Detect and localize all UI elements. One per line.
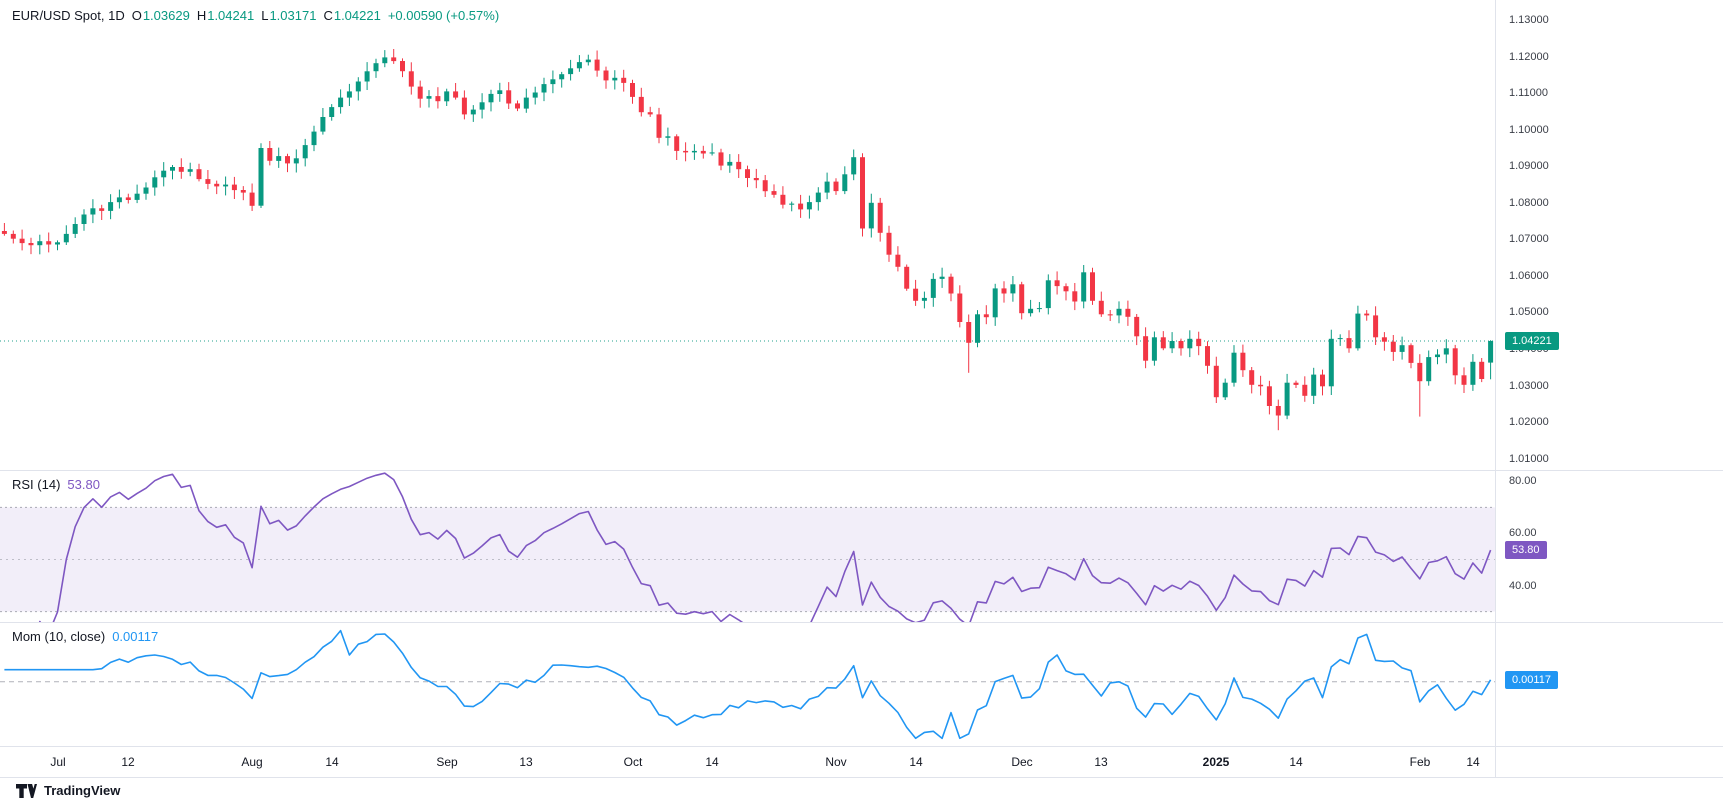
tradingview-logo-icon[interactable]: [16, 783, 37, 798]
time-axis-tick: Sep: [436, 755, 458, 769]
time-axis-tick: Nov: [825, 755, 847, 769]
time-axis-corner: [1495, 747, 1723, 777]
rsi-chart[interactable]: [0, 471, 1495, 622]
price-axis-label: 1.12000: [1509, 50, 1549, 63]
time-axis-tick: 2025: [1202, 755, 1230, 769]
change-value: +0.00590 (+0.57%): [387, 8, 500, 23]
last-price-badge: 1.04221: [1505, 331, 1559, 350]
price-axis-label: 1.13000: [1509, 14, 1549, 27]
candles: [1, 49, 1494, 431]
ohlc-open: O1.03629: [131, 8, 190, 23]
momentum-legend[interactable]: Mom (10, close) 0.00117: [12, 629, 158, 644]
time-axis-tick: 13: [519, 755, 533, 769]
price-axis-label: 1.09000: [1509, 160, 1549, 173]
time-axis-tick: 14: [1289, 755, 1303, 769]
price-axis-label: 1.08000: [1509, 196, 1549, 209]
momentum-chart[interactable]: [0, 623, 1495, 746]
rsi-value: 53.80: [67, 477, 100, 492]
symbol-title: EUR/USD Spot, 1D: [12, 8, 125, 23]
time-axis-tick: 14: [325, 755, 339, 769]
price-axis-label: 1.02000: [1509, 416, 1549, 429]
time-axis-tick: 14: [705, 755, 719, 769]
rsi-axis[interactable]: 53.80 80.00 60.00 40.00: [1495, 471, 1723, 622]
ohlc-low: L1.03171: [261, 8, 317, 23]
rsi-line: [38, 472, 1492, 622]
time-axis[interactable]: Jul 12 Aug 14 Sep 13 Oct 14 Nov 14 Dec 13 2025 14 Feb 1…: [0, 746, 1723, 777]
symbol-legend[interactable]: EUR/USD Spot, 1D O1.03629 H1.04241 L1.03…: [12, 8, 499, 23]
rsi-axis-label: 40.00: [1509, 579, 1537, 592]
rsi-legend[interactable]: RSI (14) 53.80: [12, 477, 100, 492]
rsi-axis-label: 80.00: [1509, 475, 1537, 488]
ohlc-high: H1.04241: [196, 8, 255, 23]
time-axis-tick: Feb: [1409, 755, 1431, 769]
momentum-value-badge: 0.00117: [1505, 670, 1558, 689]
price-axis-label: 1.06000: [1509, 269, 1549, 282]
momentum-label: Mom (10, close): [12, 629, 106, 644]
momentum-value: 0.00117: [112, 629, 159, 644]
time-axis-labels: Jul 12 Aug 14 Sep 13 Oct 14 Nov 14 Dec 13 2025 14 Feb 1…: [0, 747, 1495, 777]
price-axis-label: 1.05000: [1509, 306, 1549, 319]
rsi-label: RSI (14): [12, 477, 61, 492]
time-axis-tick: Oct: [623, 755, 643, 769]
momentum-line: [4, 629, 1492, 740]
price-axis-label: 1.01000: [1509, 452, 1549, 465]
price-axis-label: 1.11000: [1509, 87, 1548, 100]
time-axis-tick: 12: [121, 755, 135, 769]
time-axis-tick: 13: [1094, 755, 1108, 769]
time-axis-tick: Aug: [241, 755, 263, 769]
main-price-panel: EUR/USD Spot, 1D O1.03629 H1.04241 L1.03…: [0, 0, 1723, 470]
rsi-value-badge: 53.80: [1505, 540, 1547, 559]
time-axis-tick: 14: [909, 755, 923, 769]
brand-name[interactable]: TradingView: [44, 783, 121, 798]
time-axis-tick: Jul: [50, 755, 66, 769]
price-axis-label: 1.07000: [1509, 233, 1549, 246]
momentum-panel: Mom (10, close) 0.00117 0.00117: [0, 622, 1723, 746]
rsi-axis-label: 60.00: [1509, 527, 1537, 540]
time-axis-tick: Dec: [1011, 755, 1033, 769]
rsi-panel: RSI (14) 53.80 53.80 80.00 60.00 40.00: [0, 470, 1723, 622]
candlestick-chart[interactable]: [0, 0, 1495, 470]
footer-bar: TradingView: [0, 777, 1723, 803]
rsi-band: [0, 507, 1495, 612]
ohlc-close: C1.04221: [323, 8, 381, 23]
rsi-plot-area[interactable]: RSI (14) 53.80: [0, 471, 1495, 622]
momentum-plot-area[interactable]: Mom (10, close) 0.00117: [0, 623, 1495, 746]
price-axis[interactable]: 1.04221 1.13000 1.12000 1.11000 1.10000 1.09…: [1495, 0, 1723, 470]
price-axis-label: 1.10000: [1509, 123, 1549, 136]
momentum-axis[interactable]: 0.00117: [1495, 623, 1723, 746]
main-plot-area[interactable]: EUR/USD Spot, 1D O1.03629 H1.04241 L1.03…: [0, 0, 1495, 470]
price-axis-label: 1.03000: [1509, 379, 1549, 392]
time-axis-tick: 14: [1466, 755, 1480, 769]
